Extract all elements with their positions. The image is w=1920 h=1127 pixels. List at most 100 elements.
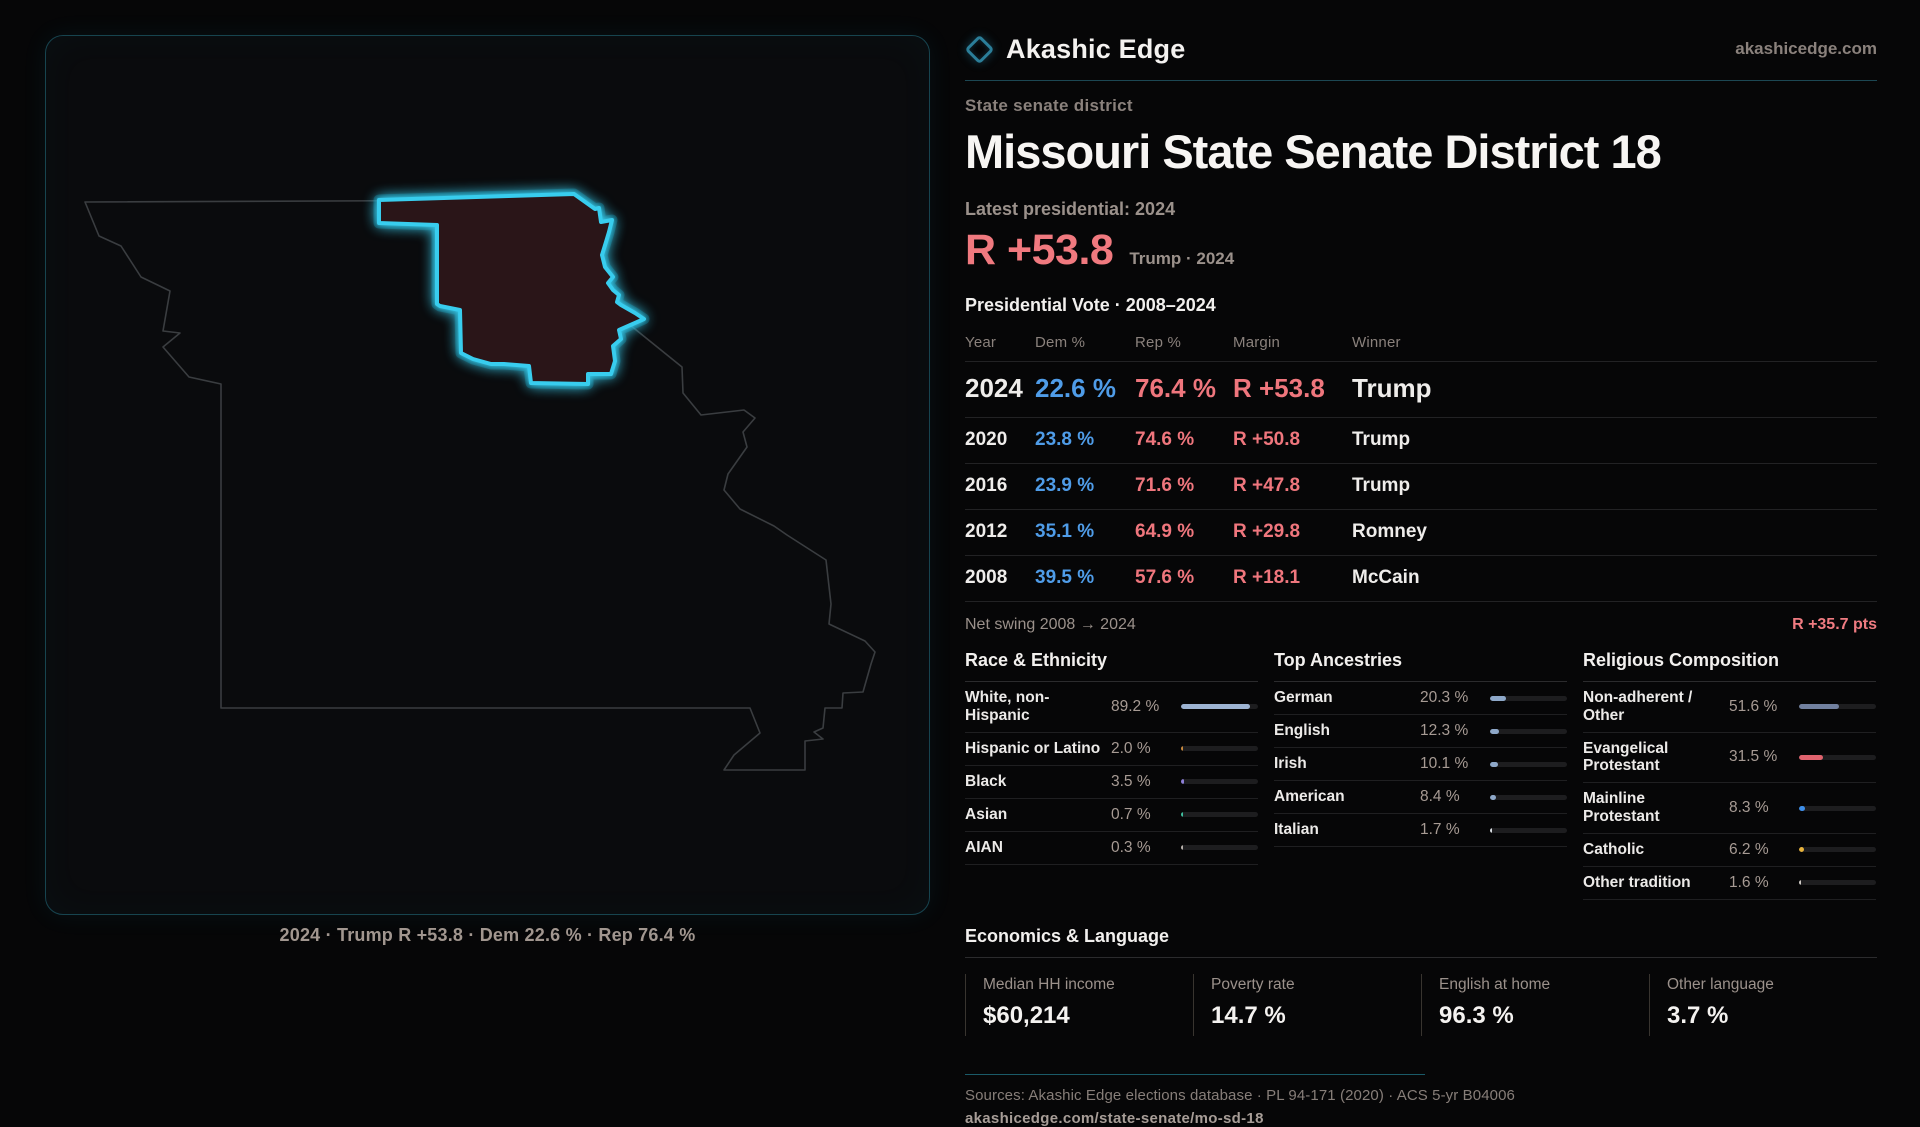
col-header-rep: Rep %: [1135, 334, 1182, 351]
footer-divider: [965, 1073, 1425, 1075]
stat-value: 96.3 %: [1439, 1001, 1514, 1029]
map-caption: 2024 · Trump R +53.8 · Dem 22.6 % · Rep …: [279, 925, 696, 945]
demo-label: Other tradition: [1583, 873, 1691, 891]
cell-winner: Trump: [1352, 475, 1411, 496]
bar-fill: [1799, 704, 1839, 710]
demo-value: 0.3 %: [1111, 838, 1151, 856]
list-item: American 8.4 %: [1274, 781, 1567, 814]
list-item: Evangelical Protestant 31.5 %: [1583, 733, 1876, 784]
cell-dem: 22.6 %: [1035, 373, 1116, 403]
demo-value: 12.3 %: [1420, 722, 1469, 739]
cell-dem: 35.1 %: [1035, 521, 1095, 542]
bar-fill: [1490, 695, 1506, 701]
header: Akashic Edge akashicedge.com: [964, 28, 1877, 70]
bar-track: [1181, 704, 1258, 710]
kicker: State senate district: [965, 96, 1133, 115]
demo-label: AIAN: [965, 838, 1003, 856]
list-item: English 12.3 %: [1274, 715, 1567, 748]
sources-line: Sources: Akashic Edge elections database…: [965, 1086, 1515, 1104]
col-header-dem: Dem %: [1035, 334, 1086, 351]
bar-track: [1181, 746, 1258, 752]
list-item: Irish 10.1 %: [1274, 748, 1567, 781]
cell-rep: 74.6 %: [1135, 429, 1195, 450]
cell-winner: McCain: [1352, 567, 1420, 588]
bar-fill: [1799, 847, 1804, 853]
stat-card: English at home 96.3 %: [1421, 973, 1649, 1036]
bar-track: [1490, 827, 1567, 833]
cell-dem: 39.5 %: [1035, 567, 1095, 588]
bar-track: [1799, 754, 1876, 760]
brand-domain-link[interactable]: akashicedge.com: [1735, 39, 1877, 58]
bar-track: [1490, 794, 1567, 800]
demo-value: 0.7 %: [1111, 805, 1151, 823]
latest-presidential-label: Latest presidential: 2024: [965, 199, 1176, 219]
bar-fill: [1490, 827, 1492, 833]
stat-value: 3.7 %: [1667, 1001, 1729, 1029]
bar-track: [1181, 845, 1258, 851]
stat-card: Other language 3.7 %: [1649, 973, 1877, 1036]
demo-value: 6.2 %: [1729, 840, 1769, 858]
state-outline: [84, 199, 876, 771]
bar-fill: [1490, 728, 1500, 734]
list-item: Hispanic or Latino 2.0 %: [965, 733, 1258, 766]
brand-diamond-icon: [964, 34, 995, 64]
demo-value: 1.7 %: [1420, 821, 1460, 838]
bar-fill: [1490, 794, 1497, 800]
cell-dem: 23.8 %: [1035, 429, 1095, 450]
bar-fill: [1799, 754, 1824, 760]
list-item: AIAN 0.3 %: [965, 832, 1258, 865]
net-swing-row: Net swing 2008 → 2024 R +35.7 pts: [965, 602, 1877, 634]
stat-card: Poverty rate 14.7 %: [1193, 973, 1421, 1036]
demo-value: 89.2 %: [1111, 697, 1160, 715]
cell-rep: 64.9 %: [1135, 521, 1195, 542]
net-swing-value: R +35.7 pts: [1792, 616, 1877, 633]
demo-label: White, non-Hispanic: [965, 689, 1050, 724]
stat-label: Poverty rate: [1211, 975, 1295, 993]
list-item: Black 3.5 %: [965, 766, 1258, 799]
demo-value: 3.5 %: [1111, 772, 1151, 790]
cell-winner: Trump: [1352, 429, 1411, 450]
bar-track: [1799, 847, 1876, 853]
list-item: Non-adherent / Other 51.6 %: [1583, 682, 1876, 733]
cell-winner: Romney: [1352, 521, 1427, 542]
economics-title: Economics & Language: [965, 926, 1877, 958]
demo-value: 31.5 %: [1729, 748, 1778, 766]
demo-label: Evangelical Protestant: [1583, 739, 1669, 775]
table-row: 2012 35.1 % 64.9 % R +29.8 Romney: [965, 509, 1877, 555]
list-item: White, non-Hispanic 89.2 %: [965, 682, 1258, 733]
stat-label: English at home: [1439, 975, 1551, 993]
demo-label: Irish: [1274, 755, 1307, 773]
demo-label: Catholic: [1583, 840, 1645, 858]
race-ethnicity-column: Race & Ethnicity White, non-Hispanic 89.…: [965, 650, 1258, 900]
stat-label: Median HH income: [983, 975, 1115, 993]
stat-value: $60,214: [983, 1001, 1070, 1029]
district-shape[interactable]: [377, 192, 646, 386]
cell-rep: 76.4 %: [1135, 373, 1216, 403]
religion-column: Religious Composition Non-adherent / Oth…: [1583, 650, 1876, 900]
cell-margin: R +18.1: [1233, 567, 1301, 588]
demo-label: Mainline Protestant: [1583, 790, 1660, 826]
economics-stats: Median HH income $60,214 Poverty rate 14…: [965, 973, 1877, 1036]
bar-fill: [1181, 704, 1250, 710]
list-item: Italian 1.7 %: [1274, 814, 1567, 847]
missouri-map: [84, 188, 876, 771]
cell-margin: R +29.8: [1233, 521, 1301, 542]
headline-margin-value: R +53.8: [965, 226, 1114, 274]
table-header-row: Year Dem % Rep % Margin Winner: [965, 330, 1877, 361]
headline-margin-context: Trump · 2024: [1129, 249, 1235, 268]
headline-margin-row: R +53.8 Trump · 2024: [965, 226, 1877, 275]
net-swing-label: Net swing 2008 → 2024: [965, 616, 1136, 633]
permalink[interactable]: akashicedge.com/state-senate/mo-sd-18: [965, 1109, 1264, 1127]
demo-value: 51.6 %: [1729, 697, 1778, 715]
cell-margin: R +53.8: [1233, 373, 1325, 403]
bar-track: [1799, 880, 1876, 886]
ancestries-column: Top Ancestries German 20.3 % English 12.…: [1274, 650, 1567, 900]
demo-label: Non-adherent / Other: [1583, 689, 1693, 724]
demo-label: Italian: [1274, 821, 1319, 839]
demo-value: 1.6 %: [1729, 873, 1769, 891]
col-header-margin: Margin: [1233, 334, 1281, 351]
bar-track: [1799, 704, 1876, 710]
demo-label: American: [1274, 788, 1345, 806]
cell-rep: 71.6 %: [1135, 475, 1195, 496]
cell-year: 2024: [965, 373, 1023, 403]
